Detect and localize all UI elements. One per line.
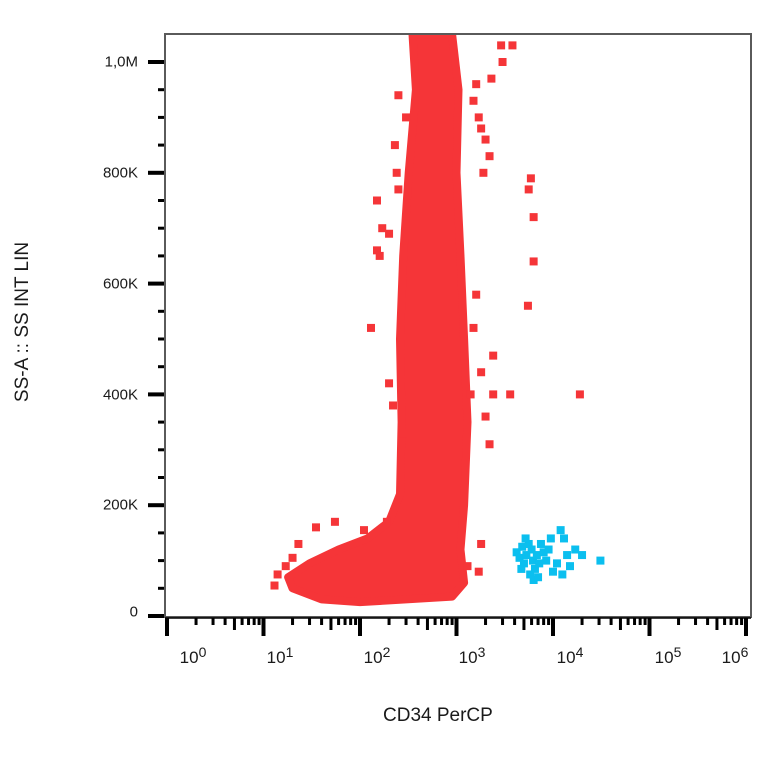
y-axis-title-text: SS-A :: SS INT LIN (12, 241, 33, 403)
x-tick-label-10e2: 102 (363, 644, 391, 667)
y-axis-ticks (148, 60, 164, 618)
cd34-negative-population (270, 35, 584, 607)
x-axis-title: CD34 PerCP (383, 705, 493, 726)
x-tick-label-10e5: 105 (654, 644, 682, 667)
x-tick-label-10e1: 101 (266, 644, 294, 667)
cd34-positive-population (512, 526, 605, 584)
plot-frame (164, 33, 752, 618)
y-tick-label-800k: 800K (102, 164, 138, 182)
y-tick-label-600k: 600K (102, 275, 138, 293)
y-tick-label-1m: 1,0M (104, 53, 138, 71)
x-tick-label-10e3: 103 (458, 644, 486, 667)
x-axis-ticks (165, 617, 751, 636)
y-tick-label-200k: 200K (102, 496, 138, 514)
y-tick-label-0: 0 (129, 603, 138, 621)
y-tick-label-400k: 400K (102, 386, 138, 404)
y-axis-title: SS-A :: SS INT LIN (8, 212, 38, 432)
x-tick-label-10e6: 106 (721, 644, 749, 667)
x-tick-label-10e0: 100 (179, 644, 207, 667)
x-tick-label-10e4: 104 (556, 644, 584, 667)
